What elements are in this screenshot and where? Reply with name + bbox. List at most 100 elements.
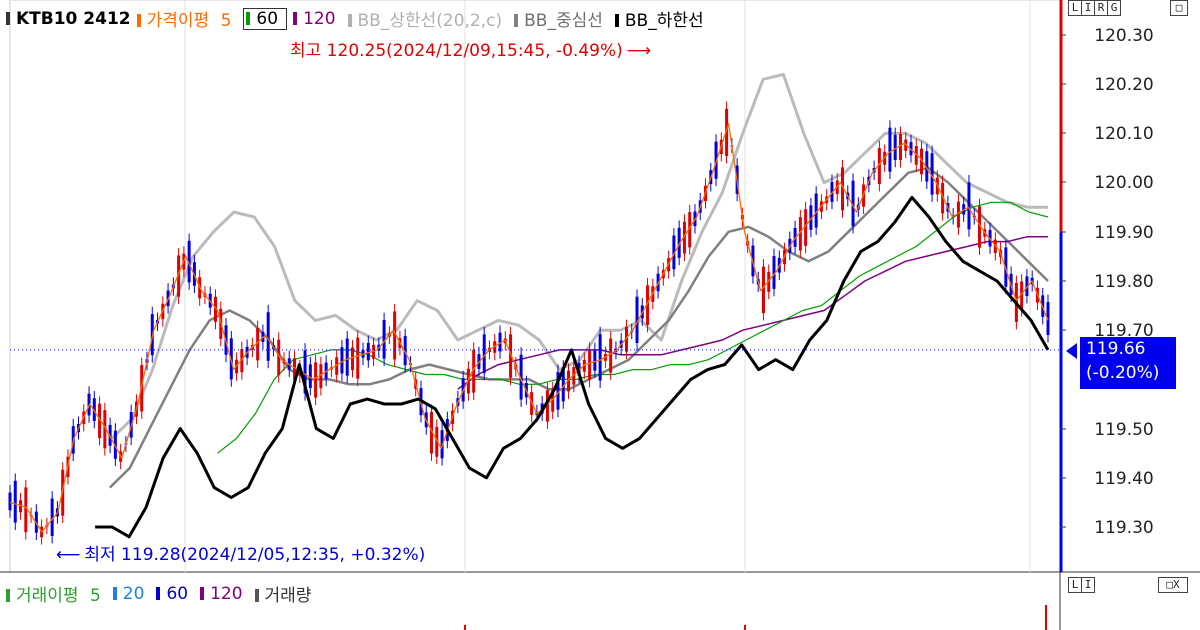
- legend-bb-mid[interactable]: BB_중심선: [514, 6, 609, 31]
- candle-body: [1046, 302, 1050, 335]
- bb-lower-line: [95, 195, 1050, 539]
- legend-ma60[interactable]: 60: [243, 7, 288, 30]
- candle-body: [1020, 281, 1024, 310]
- legend-volume[interactable]: 거래량: [254, 581, 318, 606]
- candle-body: [956, 201, 960, 228]
- y-tick-label: 120.10: [1094, 124, 1153, 144]
- low-annotation: ⟵ 최저 119.28(2024/12/05,12:35, +0.32%): [56, 545, 426, 565]
- candle-body: [213, 296, 217, 322]
- ma5-line: [9, 122, 1049, 533]
- y-tick-label: 119.30: [1094, 518, 1153, 538]
- vol-close-icon[interactable]: □X: [1158, 577, 1188, 593]
- candle-body: [978, 206, 982, 248]
- bb-upper-line: [110, 72, 1048, 440]
- candle-body: [567, 370, 571, 392]
- candle-body: [240, 349, 244, 373]
- ma60-line: [217, 201, 1049, 454]
- y-tick-label: 119.70: [1094, 321, 1153, 341]
- ma120-line: [457, 235, 1048, 390]
- candle-body: [646, 285, 650, 325]
- layout-button-l[interactable]: L: [1068, 0, 1082, 16]
- candle-body: [725, 108, 729, 157]
- candle-body: [472, 349, 476, 393]
- high-annotation: 최고 120.25(2024/12/09,15:45, -0.49%) ⟶: [290, 41, 652, 61]
- price-legend: KTB10 2412 가격이평 5 60 120 BB_상한선(20,2,c) …: [6, 6, 716, 31]
- candle-body: [593, 350, 597, 371]
- candle-body: [772, 255, 776, 289]
- current-change: (-0.20%): [1086, 363, 1160, 383]
- candle-body: [914, 146, 918, 165]
- candle-body: [350, 347, 354, 371]
- candle-body: [319, 364, 323, 389]
- current-price: 119.66: [1086, 339, 1146, 359]
- candle-body: [682, 221, 686, 254]
- candle-body: [672, 235, 676, 270]
- candle-body: [851, 180, 855, 227]
- layout-button-g[interactable]: G: [1107, 0, 1121, 16]
- candle-body: [98, 403, 102, 439]
- layout-button-r[interactable]: R: [1094, 0, 1108, 16]
- candle-body: [551, 389, 555, 412]
- legend-vol-ma60[interactable]: 60: [156, 584, 194, 604]
- candle-body: [809, 205, 813, 230]
- legend-vol-ma20[interactable]: 20: [112, 584, 151, 604]
- candle-body: [572, 367, 576, 385]
- legend-ma120[interactable]: 120: [293, 9, 341, 29]
- candle-body: [308, 364, 312, 388]
- candle-body: [635, 296, 639, 343]
- candle-body: [372, 344, 376, 359]
- candle-body: [688, 212, 692, 248]
- layout-button-i[interactable]: I: [1081, 0, 1095, 16]
- candle-body: [545, 390, 549, 422]
- candle-body: [103, 410, 107, 449]
- candle-body: [677, 227, 681, 258]
- candle-body: [393, 311, 397, 360]
- maximize-icon[interactable]: □: [1170, 0, 1188, 16]
- candle-body: [967, 182, 971, 230]
- candle-body: [814, 193, 818, 228]
- vol-layout-button-l[interactable]: L: [1068, 577, 1082, 593]
- candle-body: [1025, 276, 1029, 296]
- price-pane: [9, 0, 1061, 573]
- legend-vol-ma5[interactable]: 거래이평 5: [6, 581, 107, 606]
- candle-body: [798, 217, 802, 251]
- y-tick-label: 120.30: [1094, 26, 1153, 46]
- legend-bb-upper[interactable]: BB_상한선(20,2,c): [347, 6, 509, 31]
- candle-body: [609, 338, 613, 373]
- y-tick-label: 119.40: [1094, 469, 1153, 489]
- candle-body: [19, 500, 23, 513]
- candle-body: [382, 320, 386, 359]
- y-tick-label: 119.90: [1094, 223, 1153, 243]
- candle-body: [92, 398, 96, 421]
- candle-body: [435, 426, 439, 457]
- candle-body: [556, 371, 560, 410]
- legend-symbol: KTB10 2412: [6, 9, 131, 29]
- candle-body: [366, 342, 370, 361]
- candle-body: [345, 338, 349, 376]
- y-tick-label: 119.50: [1094, 420, 1153, 440]
- legend-bb-lower[interactable]: BB_하한선: [614, 6, 710, 31]
- candle-body: [177, 255, 181, 297]
- candle-body: [830, 181, 834, 202]
- candle-body: [335, 357, 339, 375]
- candle-body: [898, 134, 902, 161]
- candle-body: [324, 362, 328, 379]
- candle-body: [113, 430, 117, 459]
- candle-body: [256, 328, 260, 361]
- legend-ma[interactable]: 가격이평 5: [136, 6, 238, 31]
- candle-body: [793, 228, 797, 247]
- candle-body: [767, 271, 771, 292]
- candle-body: [804, 209, 808, 246]
- volume-legend: 거래이평 5 20 60 120 거래량: [6, 581, 323, 606]
- candle-body: [187, 240, 191, 283]
- candle-body: [588, 349, 592, 380]
- candle-body: [893, 134, 897, 160]
- candle-body: [482, 334, 486, 374]
- candle-body: [24, 487, 28, 533]
- candle-body: [624, 326, 628, 352]
- candle-body: [888, 127, 892, 172]
- legend-vol-ma120[interactable]: 120: [200, 584, 248, 604]
- vol-layout-button-i[interactable]: I: [1081, 577, 1095, 593]
- candle-body: [356, 337, 360, 379]
